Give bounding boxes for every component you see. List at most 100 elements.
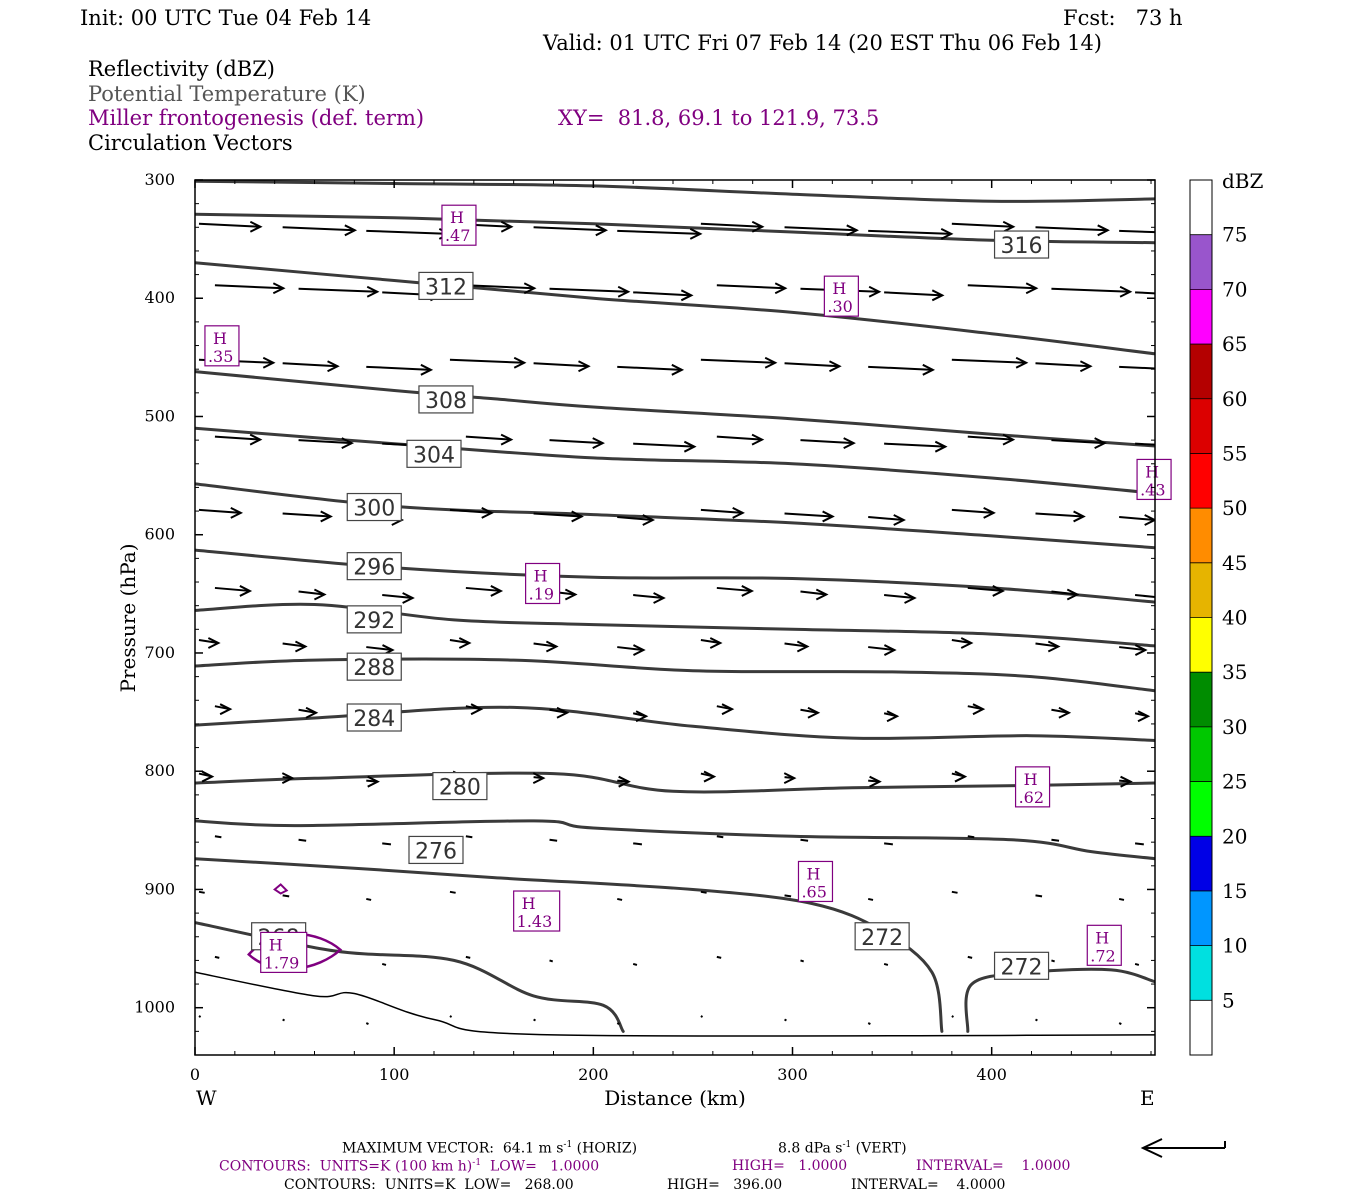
circulation-vector-head [1015,356,1029,369]
circulation-vector [449,508,492,514]
colorbar-segment [1190,508,1212,563]
colorbar-label: 45 [1222,551,1247,575]
circulation-vector [951,890,958,894]
circulation-vector [282,894,290,898]
circulation-vector [1035,362,1091,368]
circulation-vector-head [822,510,835,523]
circulation-vector [884,442,946,448]
circulation-vector [883,962,889,966]
circulation-vector-head [1058,706,1072,719]
colorbar-label: 10 [1222,934,1247,958]
circulation-vector-head [954,770,968,783]
theta-contour-high: HIGH= 396.00 [667,1177,783,1193]
theta-contour-line [195,261,1155,356]
theta-contour-label: 316 [1001,234,1043,259]
theta-contour-label-box [418,385,474,414]
x-tick-label: 400 [976,1065,1007,1084]
fronto-max-value: 1.43 [517,912,553,931]
circulation-vector [1119,229,1155,234]
circulation-vector-head [1002,220,1016,233]
fronto-max-box [1014,766,1051,808]
theta-contour-line [195,971,1155,1037]
theta-contour-label: 288 [353,656,395,681]
circulation-vector-head [751,220,765,233]
circulation-vector-head [940,227,954,240]
circulation-vector-head [689,227,703,240]
theta-contour-label-box [432,771,488,801]
circulation-vector-head [922,363,936,376]
circulation-vector [716,586,752,592]
circulation-vector-head [815,588,829,601]
x-tick-label: 0 [190,1065,200,1084]
circulation-vector [1134,842,1144,846]
circulation-vector [1135,291,1155,295]
circulation-vector [617,515,653,521]
circulation-vector [549,959,554,963]
circulation-vector [951,508,994,514]
circulation-vector-head [500,433,514,446]
circulation-vector-head [564,588,578,601]
circulation-vector [382,842,392,846]
fronto-max-box [823,275,859,317]
circulation-vector-head [741,585,755,597]
valid-time: Valid: 01 UTC Fri 07 Feb 14 (20 EST Thu … [543,31,1102,55]
circulation-vector [617,229,701,235]
circulation-vector-head [883,644,897,656]
theta-contour-label-box [346,703,402,732]
circulation-vector [633,842,643,846]
circulation-vector [784,894,792,898]
circulation-vector-head [886,710,900,723]
circulation-vector [214,955,220,959]
circulation-vector [449,890,456,894]
fronto-max-value: .65 [801,882,826,901]
circulation-vector [282,1018,286,1022]
circulation-vector [366,646,393,652]
circulation-vector-head [201,770,215,783]
theta-contour-line [195,657,1155,693]
theta-contour-label-box [993,951,1050,980]
theta-contour-label-box [406,439,462,468]
theta-contour-label-box [346,605,402,634]
colorbar-label: 5 [1222,988,1235,1012]
circulation-vector [716,435,763,441]
colorbar-unit: dBZ [1222,169,1264,193]
circulation-vector [700,222,763,228]
colorbar-segment [1190,398,1212,454]
circulation-vector-head [680,289,694,302]
circulation-vector-head [846,224,859,237]
theta-contour-label-box [408,835,464,865]
circulation-vector [1035,512,1084,518]
east-label: E [1140,1086,1155,1110]
circulation-vector-head [635,710,649,723]
circulation-vector [198,222,261,228]
fronto-max-symbol: H [1024,770,1038,789]
circulation-vector [633,594,664,600]
y-tick-label: 700 [144,643,175,662]
circulation-vector [617,646,644,652]
circulation-vector [868,646,895,652]
circulation-vector [616,1022,620,1025]
fronto-max-symbol: H [450,208,464,227]
plot-area [195,180,1155,1055]
circulation-vector [1134,962,1140,966]
circulation-vector [716,835,724,839]
circulation-vector-head [1120,775,1133,788]
theta-contour-info: CONTOURS: UNITS=K LOW= 268.00 [284,1177,574,1193]
theta-contour-line [195,180,1155,203]
circulation-vector [1035,894,1043,898]
theta-contour-line [195,426,1155,495]
circulation-vector [465,586,501,592]
circulation-vector [1135,442,1155,446]
circulation-vector-head [366,285,380,298]
circulation-vector-head [294,640,308,653]
colorbar-label: 75 [1222,223,1247,247]
theta-contour-label: 304 [413,443,455,468]
theta-contour-line [195,602,1155,648]
colorbar-segment [1190,344,1212,399]
colorbar-label: 15 [1222,879,1247,903]
field-circulation-vectors: Circulation Vectors [88,131,293,155]
circulation-vector [366,897,372,901]
fronto-max-value: 1.79 [264,953,300,972]
field-frontogenesis: Miller frontogenesis (def. term) [88,106,425,130]
circulation-vector [465,435,512,441]
